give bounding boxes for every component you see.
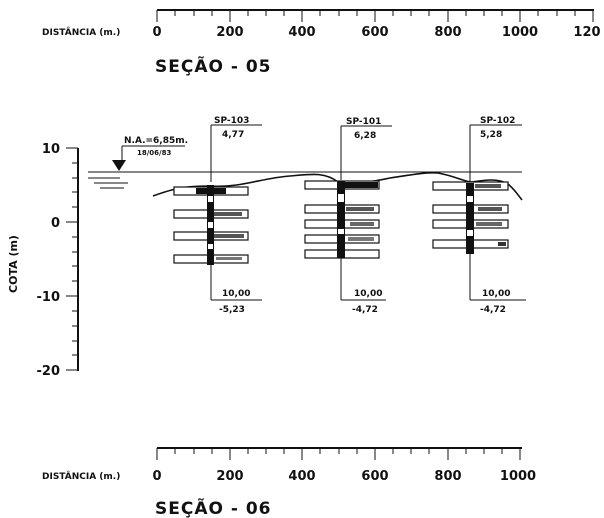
- bottom-tick-label: 600: [361, 469, 388, 484]
- top-axis-ticks: [156, 10, 594, 22]
- bottom-distance-scale: DISTÂNCIA (m.) 0 200 400 600 800 1000: [42, 447, 536, 484]
- water-level-label: N.A.=6,85m.: [124, 136, 188, 146]
- bottom-tick-label: 800: [434, 469, 461, 484]
- borehole-bottom-elevation: -4,72: [480, 305, 506, 315]
- ground-profile-line: [152, 172, 523, 201]
- bottom-tick-label: 400: [288, 469, 315, 484]
- borehole-top-elevation: 5,28: [480, 130, 502, 140]
- borehole-name: SP-103: [214, 116, 249, 126]
- top-tick-label: 120: [573, 25, 600, 40]
- elevation-tick-label: -10: [37, 290, 61, 305]
- water-level-triangle-icon: [112, 160, 126, 171]
- water-level: N.A.=6,85m. 18/06/83: [88, 136, 522, 189]
- elevation-axis-label: COTA (m): [7, 235, 20, 293]
- section-bottom-title: SEÇÃO - 06: [155, 496, 272, 518]
- top-tick-label: 800: [434, 25, 461, 40]
- elevation-tick-label: 10: [42, 142, 60, 157]
- elevation-tick-label: 0: [51, 216, 60, 231]
- bottom-distance-axis-label: DISTÂNCIA (m.): [42, 470, 120, 482]
- borehole-depth: 10,00: [354, 289, 382, 299]
- borehole-sp-101: SP-101 6,28 10,00 -4,72: [304, 117, 392, 315]
- borehole-name: SP-101: [346, 117, 381, 127]
- top-tick-label: 600: [361, 25, 388, 40]
- elevation-tick-label: -20: [37, 364, 61, 379]
- section-top-title: SEÇÃO - 05: [155, 54, 272, 77]
- borehole-sp-103: SP-103 4,77 10,00 -5,23: [173, 116, 262, 315]
- borehole-bottom-elevation: -5,23: [219, 305, 245, 315]
- bottom-tick-label: 0: [152, 469, 161, 484]
- borehole-name: SP-102: [480, 116, 515, 126]
- bottom-axis-ticks: [156, 448, 521, 460]
- bottom-tick-label: 200: [216, 469, 243, 484]
- elevation-axis-ticks: [66, 147, 78, 371]
- top-tick-label: 200: [216, 25, 243, 40]
- bottom-tick-label: 1000: [500, 469, 536, 484]
- top-tick-label: 1000: [502, 25, 538, 40]
- borehole-bottom-elevation: -4,72: [352, 305, 378, 315]
- borehole-sp-102: SP-102 5,28 10,00 -4,72: [432, 116, 526, 315]
- borehole-top-elevation: 4,77: [222, 130, 244, 140]
- top-distance-axis-label: DISTÂNCIA (m.): [42, 26, 120, 38]
- top-distance-scale: DISTÂNCIA (m.): [42, 9, 601, 40]
- top-tick-label: 400: [288, 25, 315, 40]
- borehole-depth: 10,00: [222, 289, 250, 299]
- top-tick-label: 0: [152, 25, 161, 40]
- elevation-axis: 10 0 -10 -20 COTA (m): [7, 142, 79, 379]
- borehole-top-elevation: 6,28: [354, 131, 376, 141]
- water-level-date: 18/06/83: [137, 149, 171, 157]
- borehole-depth: 10,00: [482, 289, 510, 299]
